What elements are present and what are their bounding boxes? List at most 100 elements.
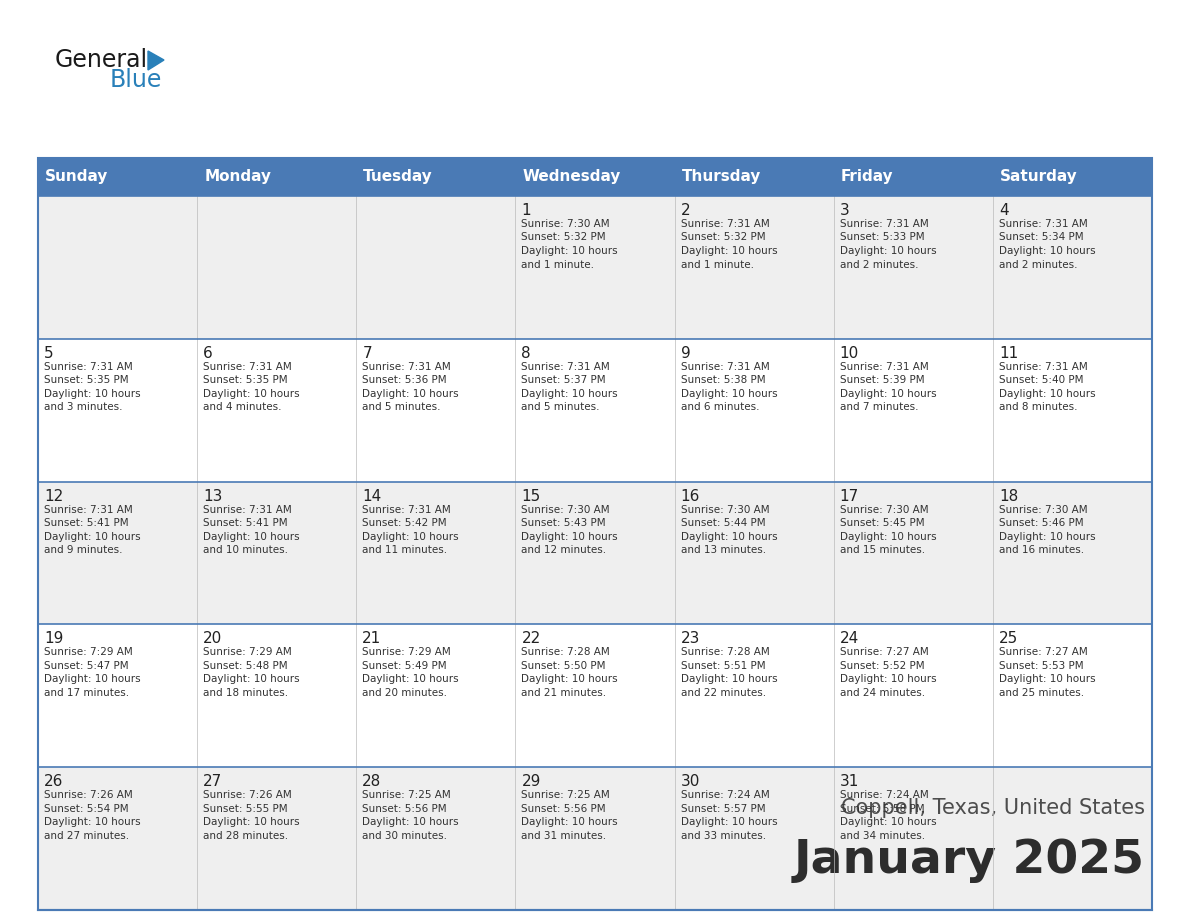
Text: and 11 minutes.: and 11 minutes. xyxy=(362,545,448,555)
Text: Sunrise: 7:30 AM: Sunrise: 7:30 AM xyxy=(840,505,928,515)
Text: Sunrise: 7:31 AM: Sunrise: 7:31 AM xyxy=(44,505,133,515)
Text: and 1 minute.: and 1 minute. xyxy=(522,260,594,270)
Text: Daylight: 10 hours: Daylight: 10 hours xyxy=(44,389,140,398)
Text: and 15 minutes.: and 15 minutes. xyxy=(840,545,924,555)
Text: Sunset: 5:42 PM: Sunset: 5:42 PM xyxy=(362,518,447,528)
Text: Sunrise: 7:29 AM: Sunrise: 7:29 AM xyxy=(44,647,133,657)
Text: Daylight: 10 hours: Daylight: 10 hours xyxy=(44,817,140,827)
Text: Daylight: 10 hours: Daylight: 10 hours xyxy=(203,532,299,542)
Text: and 7 minutes.: and 7 minutes. xyxy=(840,402,918,412)
Text: 30: 30 xyxy=(681,774,700,789)
Text: and 28 minutes.: and 28 minutes. xyxy=(203,831,289,841)
Text: Saturday: Saturday xyxy=(1000,170,1078,185)
Text: Daylight: 10 hours: Daylight: 10 hours xyxy=(999,389,1095,398)
Text: 13: 13 xyxy=(203,488,222,504)
Text: Sunrise: 7:28 AM: Sunrise: 7:28 AM xyxy=(681,647,770,657)
Text: Sunset: 5:45 PM: Sunset: 5:45 PM xyxy=(840,518,924,528)
Text: Daylight: 10 hours: Daylight: 10 hours xyxy=(999,675,1095,685)
Text: 5: 5 xyxy=(44,346,53,361)
Text: 18: 18 xyxy=(999,488,1018,504)
Text: Tuesday: Tuesday xyxy=(364,170,434,185)
Text: Sunrise: 7:27 AM: Sunrise: 7:27 AM xyxy=(840,647,929,657)
Text: and 34 minutes.: and 34 minutes. xyxy=(840,831,924,841)
Text: Sunrise: 7:30 AM: Sunrise: 7:30 AM xyxy=(522,219,611,229)
Text: Sunset: 5:46 PM: Sunset: 5:46 PM xyxy=(999,518,1083,528)
Text: 2: 2 xyxy=(681,203,690,218)
Text: Sunset: 5:57 PM: Sunset: 5:57 PM xyxy=(681,803,765,813)
Text: Daylight: 10 hours: Daylight: 10 hours xyxy=(681,532,777,542)
Text: Sunrise: 7:28 AM: Sunrise: 7:28 AM xyxy=(522,647,611,657)
Text: Sunset: 5:53 PM: Sunset: 5:53 PM xyxy=(999,661,1083,671)
Text: 23: 23 xyxy=(681,632,700,646)
Text: Daylight: 10 hours: Daylight: 10 hours xyxy=(522,675,618,685)
Text: 17: 17 xyxy=(840,488,859,504)
Text: Sunday: Sunday xyxy=(45,170,108,185)
Text: Daylight: 10 hours: Daylight: 10 hours xyxy=(840,246,936,256)
Text: Sunset: 5:40 PM: Sunset: 5:40 PM xyxy=(999,375,1083,386)
Text: 15: 15 xyxy=(522,488,541,504)
Text: Sunset: 5:44 PM: Sunset: 5:44 PM xyxy=(681,518,765,528)
Text: 9: 9 xyxy=(681,346,690,361)
Text: 11: 11 xyxy=(999,346,1018,361)
Text: 27: 27 xyxy=(203,774,222,789)
Text: 24: 24 xyxy=(840,632,859,646)
Text: Daylight: 10 hours: Daylight: 10 hours xyxy=(522,817,618,827)
Text: Sunrise: 7:30 AM: Sunrise: 7:30 AM xyxy=(999,505,1087,515)
Text: and 21 minutes.: and 21 minutes. xyxy=(522,688,607,698)
Bar xyxy=(38,196,1152,339)
Text: Daylight: 10 hours: Daylight: 10 hours xyxy=(44,675,140,685)
Text: and 1 minute.: and 1 minute. xyxy=(681,260,753,270)
Text: Sunrise: 7:31 AM: Sunrise: 7:31 AM xyxy=(203,505,292,515)
Text: Sunset: 5:58 PM: Sunset: 5:58 PM xyxy=(840,803,924,813)
Text: Daylight: 10 hours: Daylight: 10 hours xyxy=(681,817,777,827)
Text: Sunrise: 7:31 AM: Sunrise: 7:31 AM xyxy=(203,362,292,372)
Text: Sunset: 5:43 PM: Sunset: 5:43 PM xyxy=(522,518,606,528)
Text: January 2025: January 2025 xyxy=(794,838,1145,883)
Text: 8: 8 xyxy=(522,346,531,361)
Bar xyxy=(38,767,1152,910)
Text: Sunset: 5:47 PM: Sunset: 5:47 PM xyxy=(44,661,128,671)
Text: and 17 minutes.: and 17 minutes. xyxy=(44,688,129,698)
Text: Sunrise: 7:31 AM: Sunrise: 7:31 AM xyxy=(840,219,929,229)
Text: Sunrise: 7:31 AM: Sunrise: 7:31 AM xyxy=(362,505,451,515)
Text: Sunrise: 7:31 AM: Sunrise: 7:31 AM xyxy=(362,362,451,372)
Text: Sunrise: 7:25 AM: Sunrise: 7:25 AM xyxy=(522,790,611,800)
Text: 21: 21 xyxy=(362,632,381,646)
Text: Sunrise: 7:31 AM: Sunrise: 7:31 AM xyxy=(681,219,770,229)
Text: and 24 minutes.: and 24 minutes. xyxy=(840,688,924,698)
Text: Sunrise: 7:29 AM: Sunrise: 7:29 AM xyxy=(362,647,451,657)
Text: and 2 minutes.: and 2 minutes. xyxy=(999,260,1078,270)
Text: Daylight: 10 hours: Daylight: 10 hours xyxy=(681,389,777,398)
Text: 25: 25 xyxy=(999,632,1018,646)
Text: Sunrise: 7:31 AM: Sunrise: 7:31 AM xyxy=(999,362,1087,372)
Text: 12: 12 xyxy=(44,488,63,504)
Text: and 25 minutes.: and 25 minutes. xyxy=(999,688,1083,698)
Text: Sunset: 5:36 PM: Sunset: 5:36 PM xyxy=(362,375,447,386)
Text: and 20 minutes.: and 20 minutes. xyxy=(362,688,448,698)
Text: Daylight: 10 hours: Daylight: 10 hours xyxy=(522,246,618,256)
Text: Daylight: 10 hours: Daylight: 10 hours xyxy=(840,817,936,827)
Text: Sunset: 5:32 PM: Sunset: 5:32 PM xyxy=(681,232,765,242)
Text: Sunset: 5:41 PM: Sunset: 5:41 PM xyxy=(203,518,287,528)
Text: Daylight: 10 hours: Daylight: 10 hours xyxy=(999,532,1095,542)
Text: 19: 19 xyxy=(44,632,63,646)
Text: Daylight: 10 hours: Daylight: 10 hours xyxy=(522,532,618,542)
Text: Sunset: 5:52 PM: Sunset: 5:52 PM xyxy=(840,661,924,671)
Text: Daylight: 10 hours: Daylight: 10 hours xyxy=(44,532,140,542)
Text: and 10 minutes.: and 10 minutes. xyxy=(203,545,289,555)
Text: Daylight: 10 hours: Daylight: 10 hours xyxy=(203,817,299,827)
Text: Sunrise: 7:25 AM: Sunrise: 7:25 AM xyxy=(362,790,451,800)
Text: and 18 minutes.: and 18 minutes. xyxy=(203,688,289,698)
Polygon shape xyxy=(148,51,164,70)
Text: Monday: Monday xyxy=(204,170,271,185)
Text: Sunrise: 7:31 AM: Sunrise: 7:31 AM xyxy=(840,362,929,372)
Text: and 6 minutes.: and 6 minutes. xyxy=(681,402,759,412)
Text: 1: 1 xyxy=(522,203,531,218)
Text: Sunrise: 7:24 AM: Sunrise: 7:24 AM xyxy=(681,790,770,800)
Text: Sunset: 5:34 PM: Sunset: 5:34 PM xyxy=(999,232,1083,242)
Text: 7: 7 xyxy=(362,346,372,361)
Text: and 16 minutes.: and 16 minutes. xyxy=(999,545,1083,555)
Text: Daylight: 10 hours: Daylight: 10 hours xyxy=(362,389,459,398)
Text: and 8 minutes.: and 8 minutes. xyxy=(999,402,1078,412)
Text: 6: 6 xyxy=(203,346,213,361)
